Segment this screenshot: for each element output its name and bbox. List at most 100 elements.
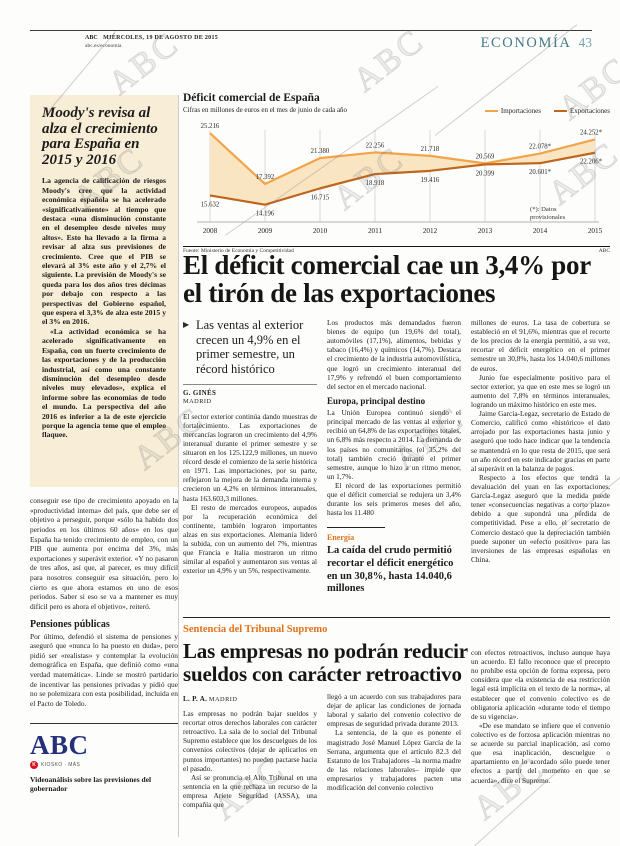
deficit-area	[210, 132, 595, 205]
bottom-article-col1: Las empresas no podrán bajar sueldos y r…	[183, 709, 317, 809]
byline-city: MADRID	[183, 397, 212, 405]
bottom-article-col2: llegó a un acuerdo con sus trabajadores …	[327, 692, 461, 792]
exportaciones-value-label: 18.918	[366, 180, 385, 187]
main-article-col3: millones de euros. La tasa de cobertura …	[471, 318, 610, 564]
masthead-dateline: ABC MIÉRCOLES, 19 DE AGOSTO DE 2015 abc.…	[85, 35, 218, 50]
lede-text: Las ventas al exterior crecen un 4,9% en…	[196, 318, 304, 376]
article-paragraph: La sentencia, de la que es ponente el ma…	[327, 728, 461, 793]
exportaciones-value-label: 22.206*	[580, 158, 603, 165]
moodys-paragraph: «La actividad económica se ha acelerado …	[42, 326, 166, 440]
sidebar-paragraph: Por último, defendió el sistema de pensi…	[30, 631, 178, 708]
kiosko-badge: K KIOSKO · MÁS	[30, 760, 178, 769]
importaciones-value-label: 25.216	[201, 123, 220, 130]
article-paragraph: Los productos más demandados fueron bien…	[327, 318, 461, 391]
bullet-triangle-icon: ▶	[183, 320, 190, 329]
main-article-col1: ▶ Las ventas al exterior crecen un 4,9% …	[183, 318, 317, 576]
brand-abc: ABC	[85, 35, 98, 41]
energy-callout: Energía La caída del crudo permitió reco…	[327, 527, 461, 595]
article-paragraph: millones de euros. La tasa de cobertura …	[471, 318, 610, 373]
sidebar-continuation: conseguir ese tipo de crecimiento apoyad…	[30, 496, 178, 612]
importaciones-dash-icon	[484, 109, 498, 113]
chart-source: Fuente: Ministerio de Economía y Competi…	[183, 247, 294, 254]
importaciones-value-label: 24.252*	[580, 129, 603, 136]
article-paragraph: con efectos retroactivos, incluso aunque…	[471, 648, 610, 721]
article-paragraph: Jaime García-Legaz, secretario de Estado…	[471, 409, 610, 473]
exportaciones-value-label: 15.632	[201, 201, 220, 208]
exportaciones-value-label: 19.416	[421, 176, 440, 183]
article-paragraph: El sector exterior continúa dando muestr…	[183, 411, 317, 503]
sidebar-pensions-text: Por último, defendió el sistema de pensi…	[30, 632, 178, 709]
article-paragraph: «De ese mandato se infiere que el conven…	[471, 720, 610, 785]
lede: ▶ Las ventas al exterior crecen un 4,9% …	[183, 318, 317, 376]
article-paragraph: La Unión Europea continuó siendo el prin…	[327, 408, 461, 481]
byline-rule	[183, 384, 317, 385]
x-tick-label: 2011	[368, 227, 383, 235]
abc-logo: ABC	[30, 729, 89, 760]
moodys-paragraph: La agencia de calificación de riesgos Mo…	[42, 176, 166, 327]
bottom-article-rule	[183, 617, 610, 618]
importaciones-line	[209, 132, 596, 185]
section-title: ECONOMÍA	[480, 35, 572, 51]
headline-rule	[183, 246, 610, 247]
importaciones-value-label: 22.078*	[529, 143, 552, 150]
exportaciones-dash-icon	[553, 109, 567, 113]
article-paragraph: Junio fue especialmente positivo para el…	[471, 372, 610, 409]
column-divider	[178, 95, 179, 837]
legend-exportaciones: Exportaciones	[553, 107, 610, 115]
moodys-box-body: La agencia de calificación de riesgos Mo…	[42, 176, 166, 439]
main-headline: El déficit comercial cae un 3,4% por el …	[183, 250, 591, 309]
byline-author: G. GINÉS	[183, 389, 217, 397]
moodys-highlight-box: Moody's revisa al alza el crecimiento pa…	[30, 95, 178, 487]
article-paragraph: El resto de mercados europeos, aupados p…	[183, 502, 317, 576]
page-header: ABC MIÉRCOLES, 19 DE AGOSTO DE 2015 abc.…	[30, 30, 592, 52]
chart-block: Déficit comercial de España Cifras en mi…	[183, 92, 610, 254]
x-tick-label: 2009	[258, 227, 273, 235]
article-paragraph: El récord de las exportaciones permitió …	[327, 481, 461, 518]
bottom-byline: L. P. A. MADRID	[183, 695, 237, 703]
importaciones-value-label: 21.380	[311, 148, 330, 155]
x-tick-label: 2015	[588, 227, 603, 235]
chart-title: Déficit comercial de España	[183, 92, 320, 104]
byline-city: MADRID	[208, 696, 238, 703]
section-header: ECONOMÍA 43	[481, 35, 592, 52]
x-tick-label: 2008	[203, 227, 218, 235]
bottom-headline: Las empresas no podrán reducir sueldos c…	[183, 639, 468, 686]
page-number: 43	[578, 35, 593, 50]
site-url: abc.es/economia	[85, 42, 122, 49]
kiosko-icon: K	[30, 760, 38, 769]
exportaciones-line	[209, 151, 596, 206]
sidebar-subhead: Pensiones públicas	[30, 618, 110, 630]
x-tick-label: 2010	[313, 227, 328, 235]
energy-text: La caída del crudo permitió recortar el …	[327, 545, 454, 595]
promo-text: Videoanálisis sobre las previsiones del …	[30, 774, 152, 793]
legend-label: Importaciones	[500, 107, 541, 115]
importaciones-value-label: 20.569	[476, 153, 495, 160]
abc-kiosko-promo: ABC K KIOSKO · MÁS Videoanálisis sobre l…	[30, 722, 178, 794]
chart-source-row: Fuente: Ministerio de Economía y Competi…	[183, 248, 610, 254]
article-paragraph: Las empresas no podrán bajar sueldos y r…	[183, 709, 317, 773]
x-tick-label: 2013	[478, 227, 493, 235]
energy-kicker: Energía	[327, 533, 355, 543]
bottom-article-col3: con efectos retroactivos, incluso aunque…	[471, 648, 610, 785]
energy-rule	[327, 527, 385, 529]
exportaciones-value-label: 20.399	[476, 170, 495, 177]
x-tick-label: 2012	[423, 227, 438, 235]
chart-subtitle: Cifras en millones de euros en el mes de…	[183, 105, 348, 114]
legend-importaciones: Importaciones	[484, 107, 541, 115]
byline-author: L. P. A.	[183, 695, 208, 703]
chart-credit: ABC	[598, 247, 610, 254]
trade-deficit-chart: 25.216 17.392 21.380 22.256 21.718 20.569 22.0…	[197, 123, 603, 235]
kiosko-label: KIOSKO · MÁS	[41, 761, 81, 768]
main-article-col2: Los productos más demandados fueron bien…	[327, 318, 461, 596]
chart-legend: Importaciones Exportaciones	[484, 107, 610, 115]
left-column: Moody's revisa al alza el crecimiento pa…	[30, 95, 178, 793]
importaciones-value-label: 22.256	[366, 142, 385, 149]
column-subhead: Europa, principal destino	[327, 395, 426, 406]
sidebar-paragraph: conseguir ese tipo de crecimiento apoyad…	[30, 496, 178, 611]
article-paragraph: Así se pronuncia el Alto Tribunal en una…	[183, 772, 317, 810]
article-paragraph: Respecto a los efectos que tendrá la dev…	[471, 472, 610, 564]
importaciones-value-label: 17.392	[256, 174, 275, 181]
legend-label: Exportaciones	[569, 107, 610, 115]
chart-note: (*): Datos provisionales	[530, 205, 566, 221]
